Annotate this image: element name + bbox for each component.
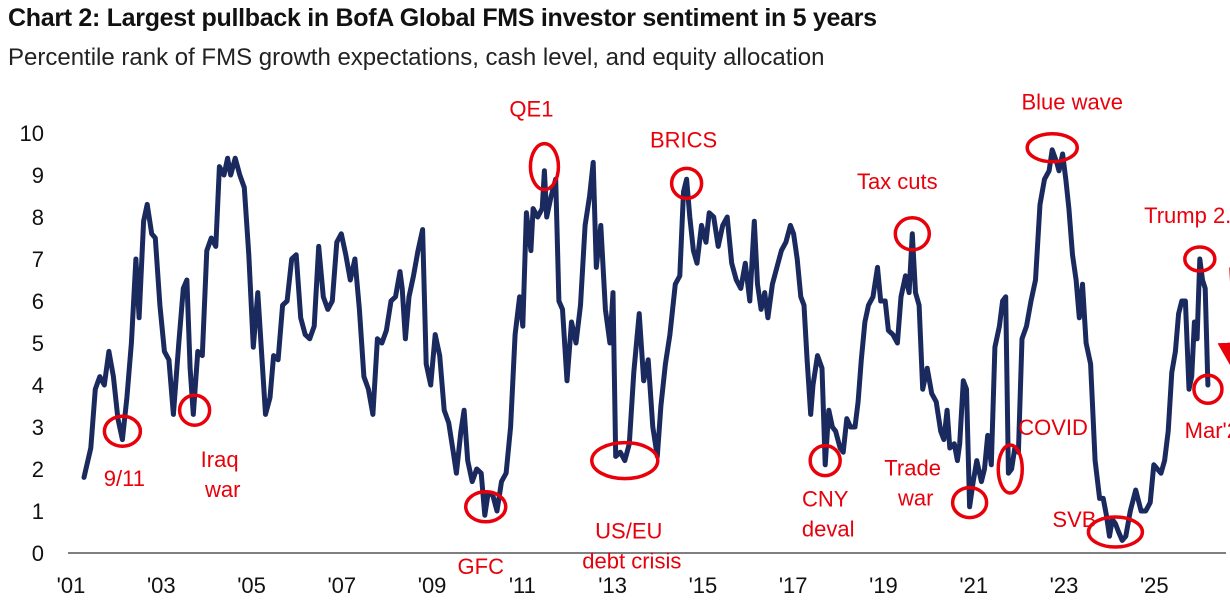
y-tick-label: 0: [32, 541, 44, 566]
annotation-circle: [1192, 373, 1224, 405]
y-axis-ticks: 0 1 2 3 4 5 6 7 8 9 10: [20, 121, 44, 566]
y-tick-label: 5: [32, 331, 44, 356]
annotation-label: Tax cuts: [857, 169, 938, 194]
annotation-circle: [463, 490, 508, 524]
annotation-circle: [669, 166, 704, 201]
event-annotations: 9/11 Iraq war GFC QE1 US/EU debt crisis BRICS…: [102, 90, 1230, 579]
x-tick-label: '05: [237, 573, 266, 598]
chart-title: Chart 2: Largest pullback in BofA Global…: [8, 4, 877, 32]
annotation-circle: [528, 141, 561, 192]
y-tick-label: 9: [32, 163, 44, 188]
x-tick-label: '01: [57, 573, 86, 598]
annotation-label: US/EU debt crisis: [576, 519, 681, 574]
x-tick-label: '09: [418, 573, 447, 598]
x-tick-label: '17: [779, 573, 808, 598]
x-tick-label: '13: [598, 573, 627, 598]
x-tick-label: '25: [1140, 573, 1169, 598]
x-tick-label: '11: [509, 573, 536, 598]
annotation-label: COVID: [1018, 415, 1088, 440]
annotation-circle: [590, 440, 660, 481]
x-tick-label: '07: [327, 573, 356, 598]
annotation-label: BRICS: [650, 127, 717, 152]
annotation-label: CNY deval: [796, 487, 855, 542]
annotation-circle: [177, 393, 212, 427]
x-tick-label: '21: [959, 573, 988, 598]
annotation-label: QE1: [509, 97, 553, 122]
annotation-circle: [893, 216, 932, 252]
x-tick-label: '19: [869, 573, 898, 598]
x-tick-label: '03: [147, 573, 176, 598]
y-tick-label: 1: [32, 499, 44, 524]
annotation-circle: [102, 414, 143, 448]
annotation-label: Mar'25: [1185, 418, 1230, 443]
y-tick-label: 10: [20, 121, 44, 146]
annotation-label: SVB: [1052, 507, 1096, 532]
annotation-circle: [1183, 245, 1217, 273]
annotation-circle: [996, 443, 1024, 495]
y-tick-label: 6: [32, 289, 44, 314]
y-tick-label: 8: [32, 205, 44, 230]
chart-subtitle: Percentile rank of FMS growth expectatio…: [8, 44, 825, 71]
annotation-label: GFC: [458, 554, 505, 579]
annotation-label: 9/11: [104, 466, 145, 491]
y-tick-label: 7: [32, 247, 44, 272]
annotation-circle: [808, 443, 842, 478]
y-tick-label: 4: [32, 373, 44, 398]
annotation-circle: [950, 485, 989, 520]
x-tick-label: '15: [689, 573, 718, 598]
annotation-label: Iraq war: [199, 447, 241, 502]
y-tick-label: 3: [32, 415, 44, 440]
annotation-circle: [1025, 131, 1079, 164]
annotation-label: Trade war: [884, 456, 941, 511]
x-tick-label: '23: [1050, 573, 1079, 598]
x-axis-ticks: '01 '03 '05 '07 '09 '11 '13 '15 '17 '19 '21 '23 '25: [57, 573, 1169, 598]
annotation-label: Trump 2.0: [1144, 203, 1230, 228]
y-tick-label: 2: [32, 457, 44, 482]
annotation-circle: [1086, 515, 1145, 549]
sentiment-series-line: [81, 147, 1211, 543]
annotation-label: Blue wave: [1021, 90, 1123, 115]
